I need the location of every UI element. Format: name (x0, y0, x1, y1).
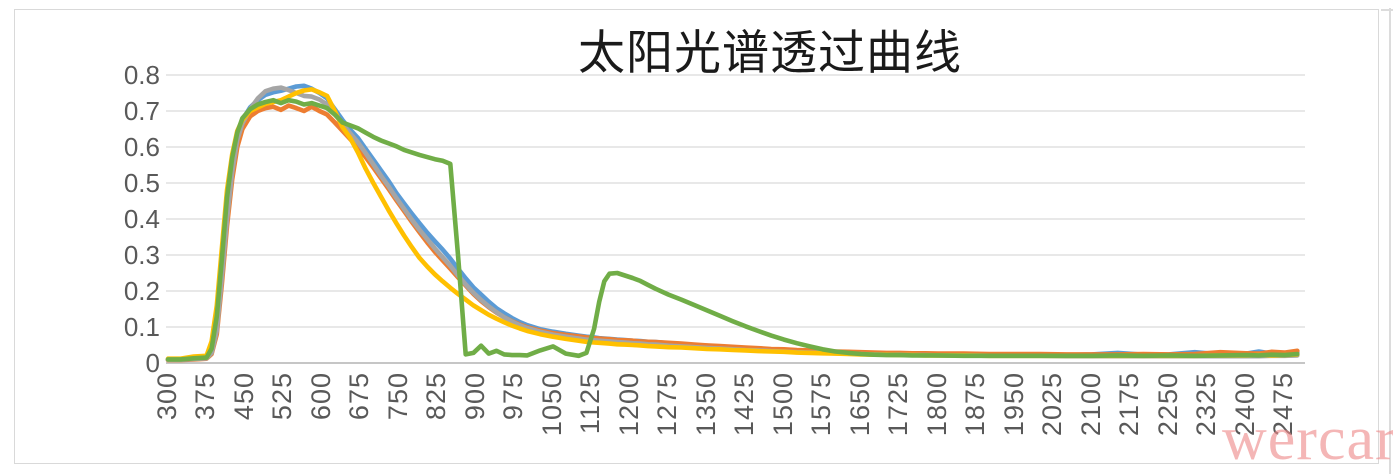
series-line-4 (165, 87, 1300, 362)
y-tick-label: 0.4 (123, 204, 160, 234)
y-tick-label: 0 (145, 348, 160, 378)
series-line-5 (165, 97, 1300, 362)
y-tick-label: 0.6 (123, 132, 160, 162)
y-tick-label: 0.2 (123, 276, 160, 306)
y-tick-label: 0.1 (123, 312, 160, 342)
y-tick-label: 0.7 (123, 96, 160, 126)
y-tick-label: 0.3 (123, 240, 160, 270)
watermark-text: wercar (1222, 405, 1393, 473)
adjacent-cell-border-horizontal (1381, 9, 1393, 11)
adjacent-cell-border-vertical (1389, 8, 1391, 474)
y-tick-label: 0.5 (123, 168, 160, 198)
y-tick-label: 0.8 (123, 60, 160, 90)
chart-object-frame[interactable] (14, 9, 1379, 464)
